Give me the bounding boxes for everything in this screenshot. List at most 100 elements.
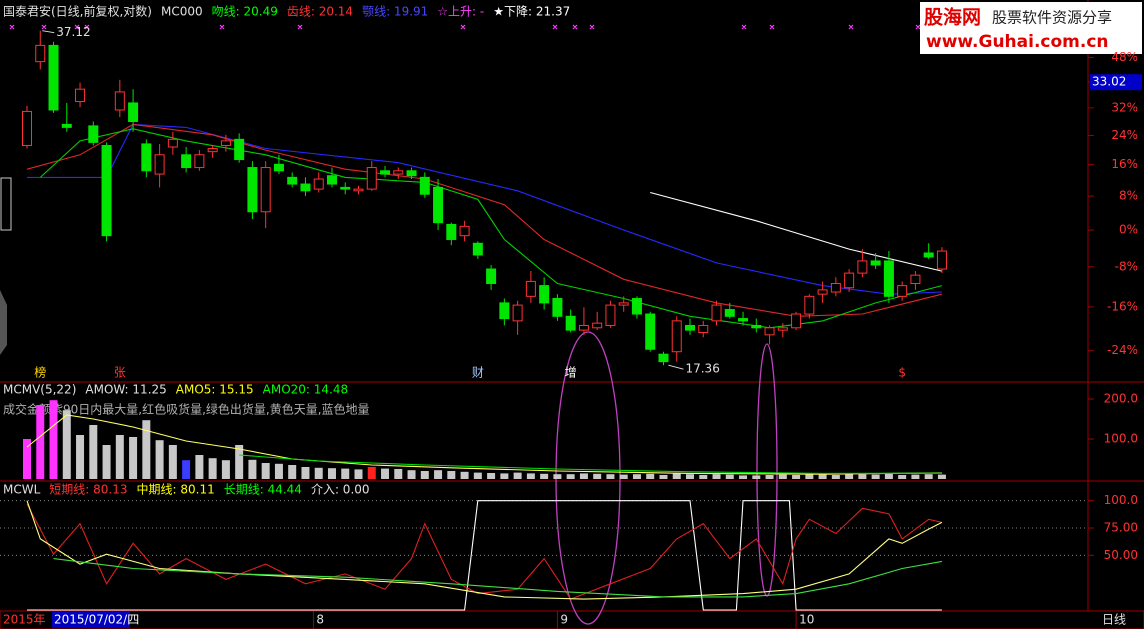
- candle-body: [35, 44, 46, 63]
- candle-body: [393, 170, 404, 175]
- volume-bar: [102, 445, 111, 479]
- header-text: MCMV(5,22): [3, 383, 76, 397]
- y-tick-label: 16%: [1111, 157, 1138, 171]
- volume-bar: [898, 475, 907, 479]
- volume-bar: [473, 472, 482, 479]
- watermark-box: [920, 2, 1142, 54]
- volume-bar: [49, 400, 58, 479]
- volume-bar: [381, 468, 390, 479]
- candle-body: [539, 285, 550, 304]
- y-tick-label: 50.00: [1104, 548, 1138, 562]
- volume-bar: [394, 469, 403, 479]
- candle-body: [499, 302, 510, 320]
- candle-body: [671, 320, 682, 353]
- volume-bar: [168, 445, 177, 479]
- candle-body: [75, 88, 86, 103]
- y-tick-label: 48%: [1111, 50, 1138, 64]
- candle-body: [936, 250, 947, 270]
- y-tick-label: -24%: [1107, 343, 1138, 357]
- header-text: 颚线: 19.91: [362, 5, 428, 19]
- volume-bar: [924, 474, 933, 479]
- header-text: ☆上升: -: [437, 5, 484, 19]
- volume-bar: [672, 473, 681, 479]
- volume-bar: [89, 425, 98, 479]
- y-tick-label: 75.00: [1104, 521, 1138, 535]
- volume-bar: [301, 467, 310, 479]
- candle-body: [764, 327, 775, 336]
- candle-body: [897, 285, 908, 297]
- candle-body: [380, 170, 391, 175]
- volume-bar: [646, 473, 655, 479]
- period-label: 日线: [1102, 613, 1126, 627]
- y-tick-label: -16%: [1107, 299, 1138, 313]
- volume-bar: [818, 474, 827, 479]
- indicator-line: [650, 191, 943, 272]
- header-text: 中期线: 80.11: [137, 482, 215, 497]
- candle-body: [326, 175, 337, 185]
- candle-body: [353, 188, 364, 192]
- volume-bar: [659, 475, 668, 479]
- indicator-line: [26, 503, 943, 600]
- volume-bar: [314, 467, 323, 479]
- candle-body: [220, 140, 231, 146]
- candle-body: [181, 154, 192, 169]
- volume-bar: [354, 469, 363, 479]
- candle-body: [525, 280, 536, 297]
- candle-body: [724, 309, 735, 317]
- volume-bar: [447, 471, 456, 479]
- price-marker: 33.02: [1092, 75, 1126, 89]
- watermark-logo: 股海网: [924, 6, 981, 29]
- volume-bar: [274, 463, 283, 479]
- volume-bar: [500, 473, 509, 479]
- y-tick-label: 200.0: [1104, 392, 1138, 406]
- header-text: 齿线: 20.14: [287, 5, 353, 19]
- volume-bar: [765, 475, 774, 479]
- volume-bar: [221, 460, 230, 479]
- indicator-line: [26, 500, 943, 600]
- volume-bar: [341, 468, 350, 479]
- scroll-tab: [0, 290, 7, 355]
- event-mark: 榜: [34, 365, 46, 380]
- volume-bar: [725, 474, 734, 479]
- volume-bar: [288, 465, 297, 479]
- y-tick-label: 100.0: [1104, 432, 1138, 446]
- candle-body: [844, 272, 855, 289]
- candle-body: [101, 144, 112, 237]
- volume-bar: [182, 460, 191, 479]
- candle-body: [433, 186, 444, 224]
- x-tick-label: 9: [560, 613, 568, 627]
- volume-bar: [420, 471, 429, 479]
- volume-bar: [367, 467, 376, 479]
- candle-body: [234, 138, 245, 161]
- y-tick-label: 0%: [1119, 223, 1138, 237]
- header-text: AMOW: 11.25: [85, 383, 166, 397]
- candle-body: [804, 295, 815, 315]
- volume-bar: [739, 475, 748, 479]
- volume-bar: [632, 474, 641, 479]
- header-text: 吻线: 20.49: [212, 5, 278, 19]
- volume-bar: [699, 475, 708, 479]
- header-text: AMO5: 15.15: [176, 383, 254, 397]
- candle-body: [592, 322, 603, 329]
- candle-body: [366, 167, 377, 190]
- candle-body: [791, 313, 802, 329]
- candle-body: [711, 304, 722, 322]
- candle-body: [300, 183, 311, 192]
- volume-bar: [407, 470, 416, 479]
- volume-bar: [937, 474, 946, 479]
- header-text: 介入: 0.00: [311, 483, 370, 497]
- annotation-pointer: [42, 30, 55, 34]
- y-tick-label: 32%: [1111, 100, 1138, 114]
- candle-body: [459, 225, 470, 237]
- volume-bar: [513, 472, 522, 479]
- candle-body: [751, 324, 762, 329]
- volume-bar: [752, 475, 761, 479]
- candle-body: [512, 304, 523, 322]
- volume-bar: [712, 474, 721, 479]
- volume-bar: [62, 410, 71, 479]
- candle-body: [114, 91, 125, 111]
- panel-note: 成交金额紫90日内最大量,红色吸货量,绿色出货量,黄色天量,蓝色地量: [3, 402, 370, 417]
- volume-bar: [261, 463, 270, 479]
- volume-bar: [487, 473, 496, 479]
